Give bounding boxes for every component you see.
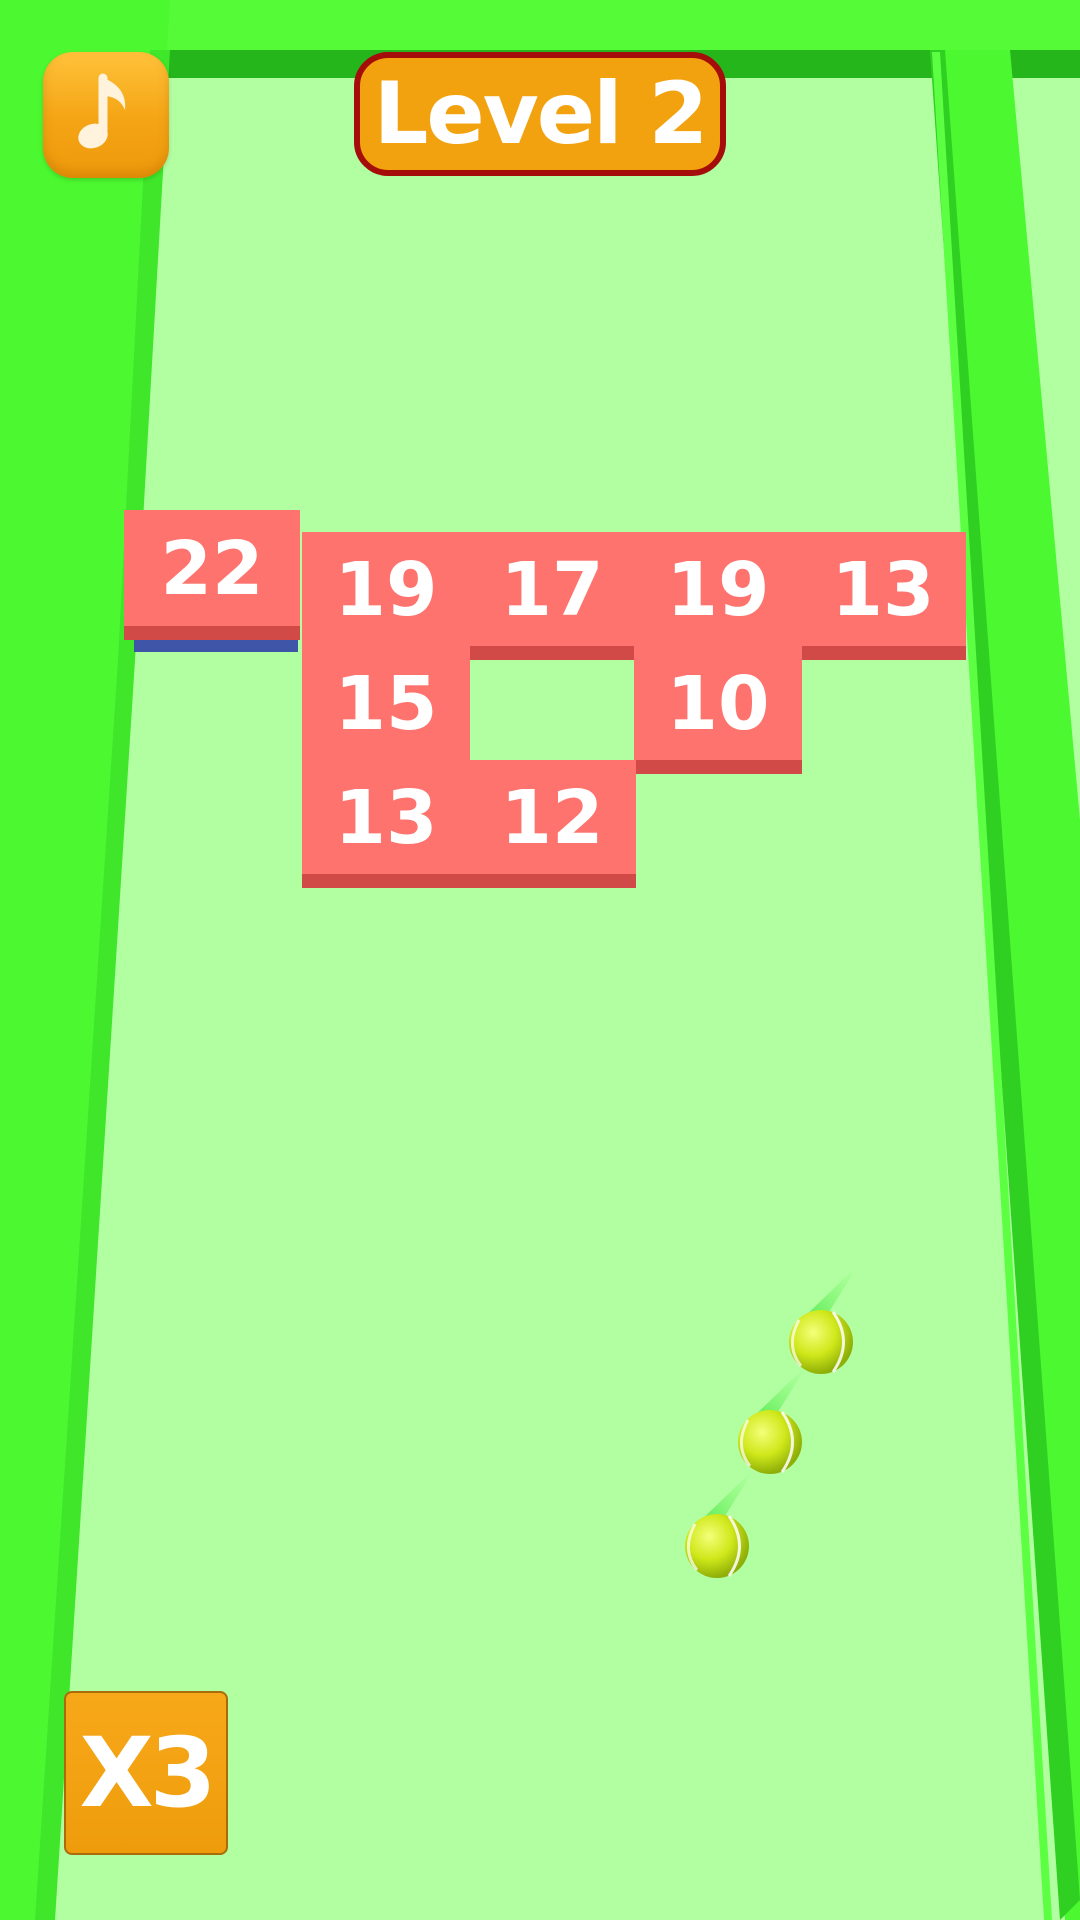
ball-trail	[746, 1364, 808, 1424]
brick-6: 15	[302, 646, 470, 774]
brick-9: 12	[468, 760, 636, 888]
brick-5: 13	[800, 532, 966, 660]
multiplier-label: X3	[79, 1717, 217, 1829]
right-wall-inner-face-2	[932, 52, 1052, 1920]
brick-side	[124, 626, 300, 640]
ball-group	[685, 1264, 859, 1578]
tennis-ball	[738, 1410, 802, 1474]
ball-seam	[791, 1319, 803, 1367]
back-wall	[0, 0, 1080, 52]
brick-7: 10	[634, 646, 802, 774]
brick-side	[468, 646, 636, 660]
brick-value: 22	[161, 526, 264, 612]
brick-2: 19	[302, 532, 470, 660]
tennis-ball	[685, 1514, 749, 1578]
brick-value: 17	[501, 547, 604, 633]
brick-face	[468, 532, 636, 646]
brick-8: 13	[302, 760, 470, 888]
ball-seam	[831, 1311, 845, 1373]
brick-face	[302, 646, 470, 760]
level-badge: Level 2	[354, 52, 726, 176]
ball-3	[685, 1468, 755, 1578]
level-label: Level 2	[373, 64, 709, 164]
brick-3: 17	[468, 532, 636, 660]
ball-seam	[687, 1523, 699, 1571]
ball-seam	[740, 1419, 752, 1467]
music-toggle-button[interactable]	[43, 52, 169, 178]
brick-value: 12	[501, 775, 604, 861]
brick-side	[302, 874, 470, 888]
brick-grid: 22 19 17 19 13 15 10 13 12	[124, 510, 966, 888]
brick-face	[302, 760, 470, 874]
brick-face	[800, 532, 966, 646]
brick-side	[800, 646, 966, 660]
ball-multiplier-button[interactable]: X3	[64, 1691, 228, 1855]
ball-seam	[780, 1411, 794, 1473]
ball-seam	[727, 1515, 741, 1577]
brick-value: 10	[667, 661, 770, 747]
brick-value: 19	[667, 547, 770, 633]
brick-face	[468, 760, 636, 874]
brick-value: 15	[335, 661, 438, 747]
ball-1	[789, 1264, 859, 1374]
brick-face	[302, 532, 470, 646]
brick-1: 22	[124, 510, 300, 652]
ball-trail	[797, 1264, 859, 1324]
brick-face	[634, 646, 802, 760]
brick-value: 19	[335, 547, 438, 633]
tennis-ball	[789, 1310, 853, 1374]
brick-value: 13	[335, 775, 438, 861]
brick-side	[468, 874, 636, 888]
music-note-icon	[78, 73, 126, 149]
brick-4: 19	[634, 532, 802, 660]
brick-face	[634, 532, 802, 646]
brick-side	[634, 760, 802, 774]
ball-2	[738, 1364, 808, 1474]
brick-value: 13	[832, 547, 935, 633]
brick-face	[124, 510, 300, 626]
ball-trail	[693, 1468, 755, 1528]
